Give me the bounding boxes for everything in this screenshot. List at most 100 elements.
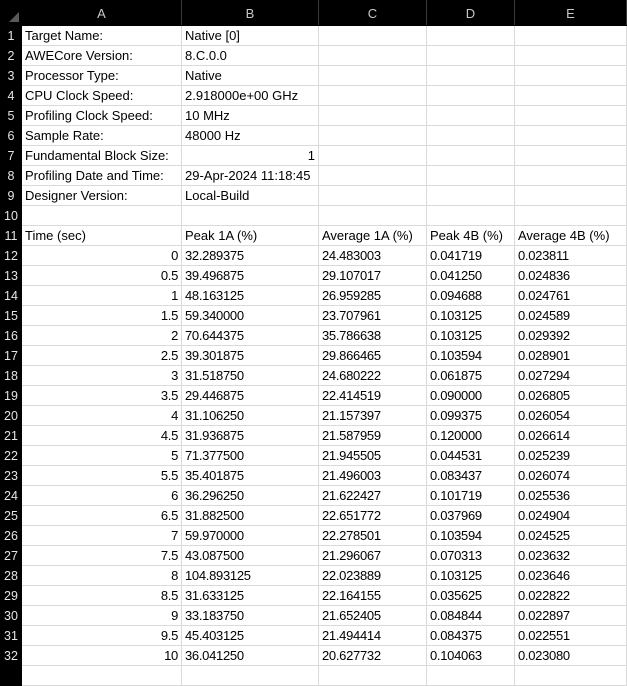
cell-a32[interactable]: 10 xyxy=(22,646,182,666)
cell-e10[interactable] xyxy=(515,206,627,226)
cell-d23[interactable]: 0.083437 xyxy=(427,466,515,486)
cell-d31[interactable]: 0.084375 xyxy=(427,626,515,646)
cell-e26[interactable]: 0.024525 xyxy=(515,526,627,546)
cell-b15[interactable]: 59.340000 xyxy=(182,306,319,326)
cell-b12[interactable]: 32.289375 xyxy=(182,246,319,266)
cell-d1[interactable] xyxy=(427,26,515,46)
cell-a6[interactable]: Sample Rate: xyxy=(22,126,182,146)
cell-b9[interactable]: Local-Build xyxy=(182,186,319,206)
cell-d28[interactable]: 0.103125 xyxy=(427,566,515,586)
cell-c3[interactable] xyxy=(319,66,427,86)
cell-b13[interactable]: 39.496875 xyxy=(182,266,319,286)
cell-dnext[interactable] xyxy=(427,666,515,686)
cell-d30[interactable]: 0.084844 xyxy=(427,606,515,626)
cell-b7[interactable]: 1 xyxy=(182,146,319,166)
row-header[interactable]: 4 xyxy=(0,86,22,106)
cell-c8[interactable] xyxy=(319,166,427,186)
cell-e19[interactable]: 0.026805 xyxy=(515,386,627,406)
row-header[interactable]: 23 xyxy=(0,466,22,486)
cell-d22[interactable]: 0.044531 xyxy=(427,446,515,466)
row-header[interactable]: 17 xyxy=(0,346,22,366)
column-header-a[interactable]: A xyxy=(22,0,182,25)
cell-c5[interactable] xyxy=(319,106,427,126)
cell-b26[interactable]: 59.970000 xyxy=(182,526,319,546)
cell-e29[interactable]: 0.022822 xyxy=(515,586,627,606)
cell-d12[interactable]: 0.041719 xyxy=(427,246,515,266)
cell-e11[interactable]: Average 4B (%) xyxy=(515,226,627,246)
cell-c30[interactable]: 21.652405 xyxy=(319,606,427,626)
row-header[interactable]: 12 xyxy=(0,246,22,266)
cell-c2[interactable] xyxy=(319,46,427,66)
cell-a10[interactable] xyxy=(22,206,182,226)
cell-d27[interactable]: 0.070313 xyxy=(427,546,515,566)
column-header-e[interactable]: E xyxy=(515,0,627,25)
cell-b2[interactable]: 8.C.0.0 xyxy=(182,46,319,66)
cell-a5[interactable]: Profiling Clock Speed: xyxy=(22,106,182,126)
cell-c16[interactable]: 35.786638 xyxy=(319,326,427,346)
cell-d2[interactable] xyxy=(427,46,515,66)
cell-d16[interactable]: 0.103125 xyxy=(427,326,515,346)
row-header[interactable]: 7 xyxy=(0,146,22,166)
cell-a29[interactable]: 8.5 xyxy=(22,586,182,606)
cell-d17[interactable]: 0.103594 xyxy=(427,346,515,366)
cell-a7[interactable]: Fundamental Block Size: xyxy=(22,146,182,166)
cell-cnext[interactable] xyxy=(319,666,427,686)
cell-c7[interactable] xyxy=(319,146,427,166)
cell-e14[interactable]: 0.024761 xyxy=(515,286,627,306)
cell-c23[interactable]: 21.496003 xyxy=(319,466,427,486)
column-header-d[interactable]: D xyxy=(427,0,515,25)
cell-a31[interactable]: 9.5 xyxy=(22,626,182,646)
cell-bnext[interactable] xyxy=(182,666,319,686)
cell-b25[interactable]: 31.882500 xyxy=(182,506,319,526)
cell-anext[interactable] xyxy=(22,666,182,686)
cell-a16[interactable]: 2 xyxy=(22,326,182,346)
cell-e17[interactable]: 0.028901 xyxy=(515,346,627,366)
row-header[interactable]: 29 xyxy=(0,586,22,606)
cell-b29[interactable]: 31.633125 xyxy=(182,586,319,606)
cell-b8[interactable]: 29-Apr-2024 11:18:45 xyxy=(182,166,319,186)
row-header[interactable]: 11 xyxy=(0,226,22,246)
cell-a13[interactable]: 0.5 xyxy=(22,266,182,286)
cell-b19[interactable]: 29.446875 xyxy=(182,386,319,406)
cell-b16[interactable]: 70.644375 xyxy=(182,326,319,346)
cell-a22[interactable]: 5 xyxy=(22,446,182,466)
cell-a9[interactable]: Designer Version: xyxy=(22,186,182,206)
row-header[interactable]: 15 xyxy=(0,306,22,326)
cell-c26[interactable]: 22.278501 xyxy=(319,526,427,546)
cell-e23[interactable]: 0.026074 xyxy=(515,466,627,486)
row-header[interactable]: 20 xyxy=(0,406,22,426)
cell-c31[interactable]: 21.494414 xyxy=(319,626,427,646)
row-header[interactable]: 2 xyxy=(0,46,22,66)
cell-a23[interactable]: 5.5 xyxy=(22,466,182,486)
cell-d4[interactable] xyxy=(427,86,515,106)
cell-e22[interactable]: 0.025239 xyxy=(515,446,627,466)
cell-c6[interactable] xyxy=(319,126,427,146)
cell-a12[interactable]: 0 xyxy=(22,246,182,266)
row-header[interactable]: 27 xyxy=(0,546,22,566)
cell-a17[interactable]: 2.5 xyxy=(22,346,182,366)
cell-d18[interactable]: 0.061875 xyxy=(427,366,515,386)
cell-c19[interactable]: 22.414519 xyxy=(319,386,427,406)
cell-b6[interactable]: 48000 Hz xyxy=(182,126,319,146)
row-header[interactable]: 30 xyxy=(0,606,22,626)
cell-c18[interactable]: 24.680222 xyxy=(319,366,427,386)
row-header[interactable]: 1 xyxy=(0,26,22,46)
row-header[interactable]: 14 xyxy=(0,286,22,306)
cell-e12[interactable]: 0.023811 xyxy=(515,246,627,266)
cell-d6[interactable] xyxy=(427,126,515,146)
cell-b22[interactable]: 71.377500 xyxy=(182,446,319,466)
row-header[interactable]: 21 xyxy=(0,426,22,446)
cell-a11[interactable]: Time (sec) xyxy=(22,226,182,246)
cell-enext[interactable] xyxy=(515,666,627,686)
cell-e1[interactable] xyxy=(515,26,627,46)
row-header[interactable]: 6 xyxy=(0,126,22,146)
row-header[interactable]: 19 xyxy=(0,386,22,406)
column-header-c[interactable]: C xyxy=(319,0,427,25)
row-header[interactable]: 8 xyxy=(0,166,22,186)
row-header[interactable]: 25 xyxy=(0,506,22,526)
row-header[interactable]: 10 xyxy=(0,206,22,226)
cell-e3[interactable] xyxy=(515,66,627,86)
cell-d25[interactable]: 0.037969 xyxy=(427,506,515,526)
cell-b21[interactable]: 31.936875 xyxy=(182,426,319,446)
cell-a28[interactable]: 8 xyxy=(22,566,182,586)
